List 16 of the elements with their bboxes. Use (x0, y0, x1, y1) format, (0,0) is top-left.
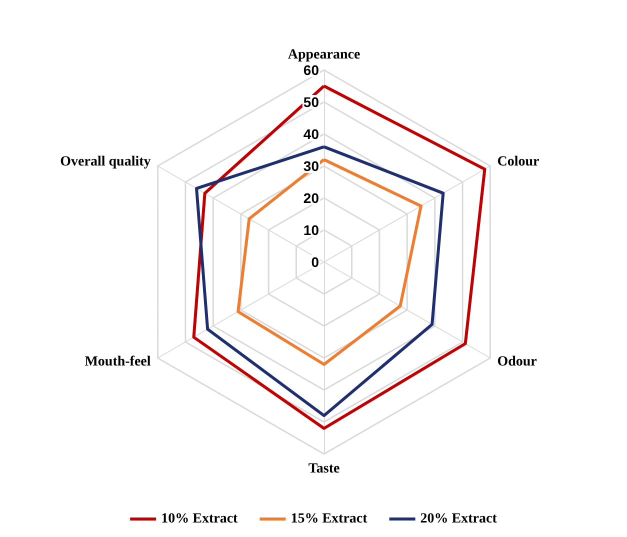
y-tick-label: 20 (303, 190, 320, 206)
legend-label: 15% Extract (290, 512, 368, 526)
y-tick-label: 50 (303, 94, 320, 110)
spoke-label: Taste (308, 462, 340, 476)
spoke-label: Odour (497, 354, 537, 370)
y-tick-label: 10 (303, 222, 320, 238)
y-tick-label: 40 (303, 126, 320, 142)
legend-label: 10% Extract (161, 512, 238, 526)
y-tick-label: 0 (311, 254, 320, 270)
y-tick-label: 60 (303, 62, 320, 78)
spoke-label: Colour (497, 154, 540, 170)
spoke-label: Overall quality (60, 154, 151, 170)
spoke-label: Appearance (288, 48, 360, 62)
y-tick-label: 30 (303, 158, 320, 174)
legend-label: 20% Extract (420, 512, 498, 526)
spoke-label: Mouth-feel (84, 354, 151, 370)
